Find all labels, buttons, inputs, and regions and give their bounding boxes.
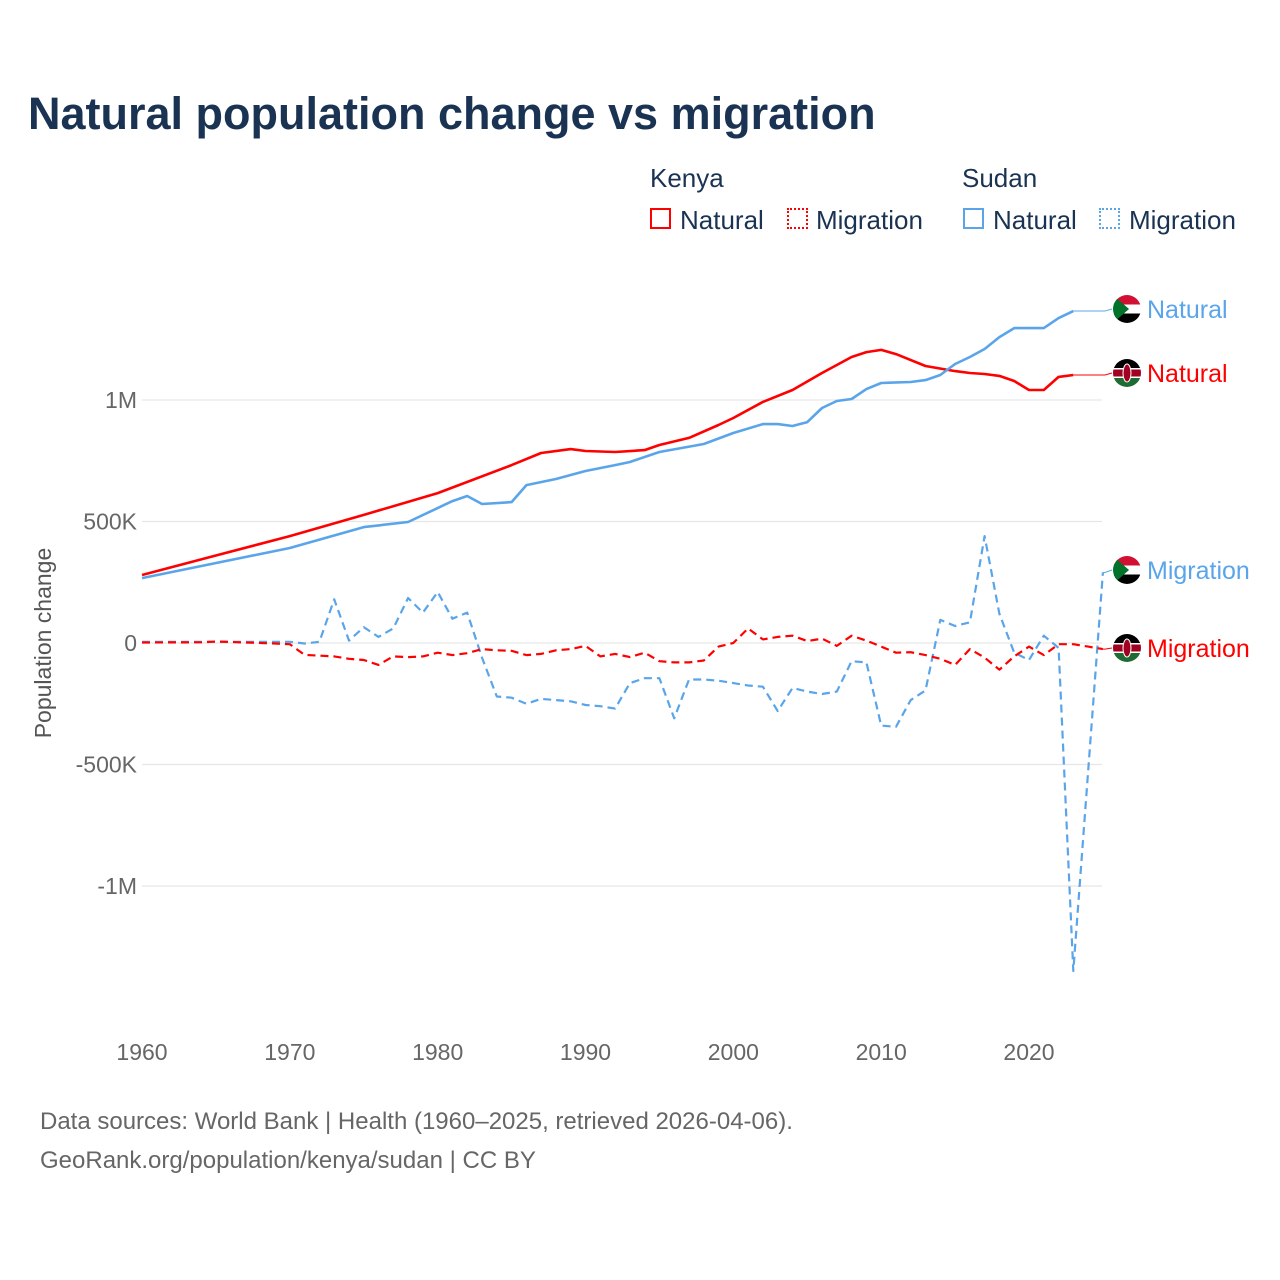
stripe: [1113, 574, 1141, 584]
series-line-kenya-migration: [141, 627, 1104, 671]
x-tick-label: 1980: [412, 1039, 463, 1065]
triangle: [1113, 295, 1129, 323]
x-tick-label: 2000: [708, 1039, 759, 1065]
shield: [1122, 638, 1132, 658]
legend-swatch-kenya-natural: [650, 208, 671, 229]
label-connector: [1102, 647, 1113, 650]
x-tick-label: 1960: [116, 1039, 167, 1065]
flag-body: [1113, 295, 1141, 323]
y-tick-label: -1M: [97, 873, 137, 899]
legend-item-sudan-migration[interactable]: Migration: [1129, 205, 1236, 235]
footer-url[interactable]: GeoRank.org/population/kenya/sudan | CC …: [40, 1147, 536, 1174]
legend-group-sudan: Sudan: [962, 163, 1038, 193]
y-axis-label: Population change: [30, 548, 56, 739]
legend-group-kenya: Kenya: [650, 163, 724, 193]
flag-sudan-icon: [1113, 295, 1141, 323]
flag-body: [1113, 634, 1141, 662]
flag-body: [1113, 359, 1141, 387]
y-tick-label: -500K: [76, 752, 138, 778]
legend-item-kenya-natural[interactable]: Natural: [680, 205, 764, 235]
x-tick-label: 1970: [264, 1039, 315, 1065]
triangle: [1113, 556, 1129, 584]
legend-item-sudan-natural[interactable]: Natural: [993, 205, 1077, 235]
chart-title: Natural population change vs migration: [28, 88, 876, 139]
x-tick-label: 2010: [856, 1039, 907, 1065]
y-tick-label: 500K: [83, 509, 137, 535]
stripe: [1113, 313, 1141, 323]
series-end-label: Migration: [1147, 635, 1250, 663]
legend-swatch-sudan-migration: [1099, 208, 1120, 229]
x-tick-label: 2020: [1003, 1039, 1054, 1065]
y-tick-label: 1M: [105, 387, 137, 413]
series-end-label: Natural: [1147, 296, 1228, 324]
stripe: [1113, 295, 1141, 305]
series-line-sudan-migration: [142, 535, 1104, 973]
label-connector: [1102, 569, 1113, 574]
legend-item-kenya-migration[interactable]: Migration: [816, 205, 923, 235]
flag-kenya-icon: [1113, 634, 1141, 662]
series-end-label: Natural: [1147, 360, 1228, 388]
label-connector: [1073, 372, 1113, 376]
label-connector: [1073, 308, 1113, 312]
flag-body: [1113, 556, 1141, 584]
footer-sources: Data sources: World Bank | Health (1960–…: [40, 1108, 793, 1135]
legend-swatch-kenya-migration: [787, 208, 808, 229]
series-line-sudan-natural: [141, 309, 1074, 580]
shield: [1122, 363, 1132, 383]
legend-swatch-sudan-natural: [963, 208, 984, 229]
x-tick-label: 1990: [560, 1039, 611, 1065]
y-tick-label: 0: [124, 630, 137, 656]
flag-sudan-icon: [1113, 556, 1141, 584]
series-end-label: Migration: [1147, 557, 1250, 585]
series-line-kenya-natural: [141, 348, 1074, 577]
flag-kenya-icon: [1113, 359, 1141, 387]
stripe: [1113, 556, 1141, 566]
